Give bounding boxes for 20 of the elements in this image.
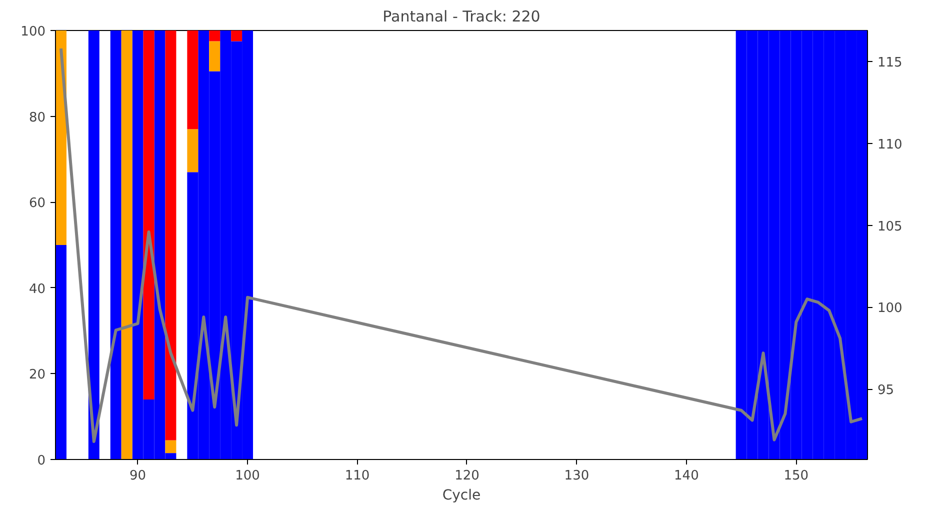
y2-tick-label: 110 <box>878 137 902 152</box>
y-tick-label: 100 <box>20 24 46 40</box>
x-tick-label: 140 <box>674 468 699 484</box>
y-tick-label: 0 <box>37 454 46 468</box>
x-tick-label: 150 <box>784 468 809 484</box>
x-tick-label: 120 <box>454 468 480 484</box>
x-tick-label: 130 <box>564 468 590 484</box>
y-tick-label: 60 <box>28 196 46 212</box>
y2-tick-label: 100 <box>878 301 902 316</box>
x-axis-title: Cycle <box>442 488 481 504</box>
x-tick-label: 110 <box>344 468 370 484</box>
y2-tick-label: 95 <box>878 383 894 398</box>
x-tick-label: 100 <box>235 468 260 484</box>
y-tick-label: 80 <box>28 110 46 126</box>
y-tick-label: 20 <box>28 368 46 383</box>
y2-tick-label: 105 <box>878 219 902 234</box>
x-tick-label: 90 <box>130 468 146 484</box>
y-tick-label: 40 <box>28 282 46 297</box>
chart-title: Pantanal - Track: 220 <box>382 8 540 26</box>
y2-tick-label: 115 <box>878 56 902 71</box>
